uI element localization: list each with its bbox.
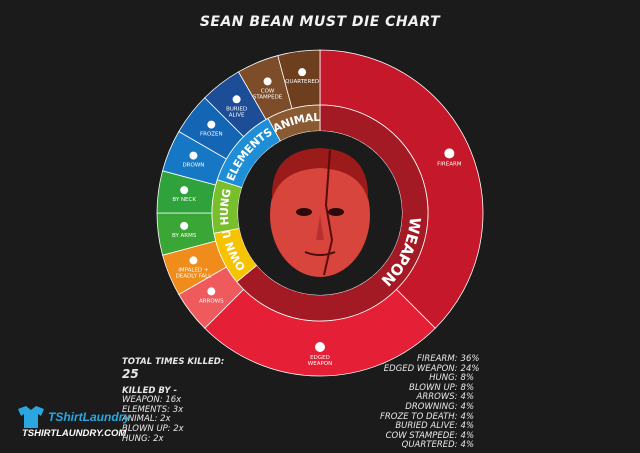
percent-label: FROZE TO DEATH:: [380, 411, 458, 422]
rocks-icon: [232, 95, 241, 104]
percent-row: QUARTERED: 4%: [380, 441, 479, 451]
waves-icon: [189, 151, 198, 160]
cow-icon: [263, 77, 272, 86]
outer-segment-label: QUARTERED: [285, 79, 319, 85]
snowflake-icon: [207, 120, 216, 129]
percent-row: ARROWS: 4%: [380, 393, 479, 403]
percent-label: BLOWN UP:: [409, 382, 458, 393]
outer-segment-label: ARROWS: [199, 298, 224, 304]
outer-segment-label: FROZEN: [200, 132, 223, 138]
tshirt-logo-icon: [18, 406, 44, 428]
total-label: TOTAL TIMES KILLED:: [122, 357, 225, 367]
brand-url: TSHIRTLAUNDRY.COM: [22, 428, 127, 439]
impale-icon: [189, 256, 198, 265]
percent-label: COW STAMPEDE:: [385, 430, 458, 441]
arrows-icon: [207, 287, 216, 296]
summary-stats: TOTAL TIMES KILLED: 25 KILLED BY - WEAPO…: [122, 357, 272, 444]
percent-value: 4%: [460, 430, 475, 441]
percent-label: DROWNING:: [405, 401, 458, 412]
percent-value: 4%: [460, 421, 475, 432]
noose-icon: [180, 186, 189, 195]
outer-segment-label: IMPALED + DEADLY FALL: [176, 267, 213, 279]
percent-label: HUNG:: [429, 373, 458, 384]
outer-segment-label: COW STAMPEDE: [253, 88, 283, 100]
percent-row: FROZE TO DEATH: 4%: [380, 411, 479, 423]
killed-by-line: ANIMAL: 2x: [122, 414, 171, 425]
knife-icon: [315, 342, 325, 352]
percent-value: 8%: [460, 373, 475, 384]
percent-value: 4%: [460, 411, 475, 422]
percent-row: COW STAMPEDE: 4%: [380, 430, 479, 442]
percent-list: FIREARM: 36% EDGED WEAPON: 24% HUNG: 8% BLOWN …: [380, 354, 500, 451]
percent-row: HUNG: 8%: [380, 374, 479, 384]
percent-value: 36%: [460, 354, 480, 364]
outer-segment-label: FIREARM: [437, 161, 462, 167]
horse-icon: [298, 68, 307, 77]
percent-label: ARROWS:: [416, 392, 458, 403]
percent-row: BLOWN UP: 8%: [380, 382, 479, 394]
outer-segment-label: EDGED WEAPON: [308, 355, 332, 367]
percent-value: 4%: [460, 392, 475, 403]
percent-label: BURIED ALIVE:: [395, 421, 458, 432]
outer-segment-label: BY ARMS: [172, 233, 197, 239]
outer-segment-label: DROWN: [182, 163, 204, 169]
killed-by-line: WEAPON: 16x: [122, 395, 182, 406]
sean-bean-face: [238, 131, 402, 295]
percent-row: FIREARM: 36%: [380, 354, 480, 365]
percent-value: 24%: [460, 363, 480, 374]
killed-by-line: BLOWN UP: 2x: [122, 423, 184, 434]
percent-value: 4%: [460, 440, 475, 451]
percent-row: DROWNING: 4%: [380, 401, 479, 413]
total-value: 25: [122, 366, 139, 381]
percent-label: EDGED WEAPON:: [383, 363, 458, 374]
outer-segment-label: BY NECK: [172, 197, 196, 203]
brand-name: TShirtLaundry: [48, 410, 131, 424]
percent-row: EDGED WEAPON: 24%: [380, 363, 480, 375]
killed-by-line: ELEMENTS: 3x: [122, 404, 184, 415]
killed-by-title: KILLED BY -: [122, 385, 178, 396]
percent-label: FIREARM:: [416, 354, 458, 364]
outer-segment-label: BURIED ALIVE: [226, 106, 247, 118]
percent-value: 8%: [460, 382, 475, 393]
noose-icon: [180, 221, 189, 230]
percent-value: 4%: [460, 401, 475, 412]
pistol-icon: [444, 148, 455, 159]
chart-title: SEAN BEAN MUST DIE CHART: [199, 14, 441, 30]
killed-by-line: HUNG: 2x: [122, 433, 164, 444]
percent-label: QUARTERED:: [401, 440, 458, 451]
percent-row: BURIED ALIVE: 4%: [380, 422, 479, 432]
